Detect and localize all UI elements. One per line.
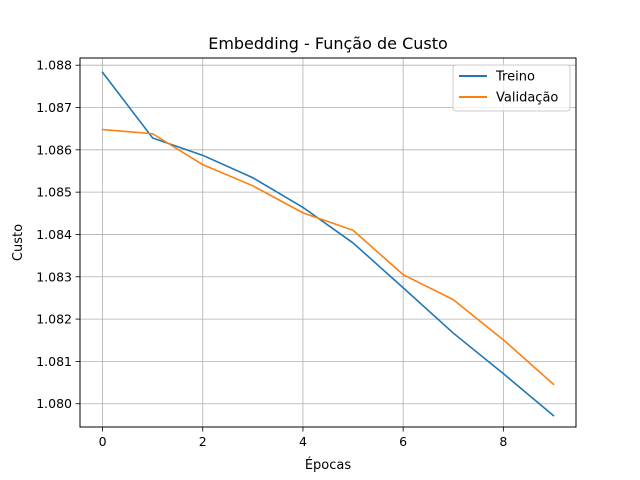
- y-tick-label: 1.084: [36, 227, 72, 242]
- x-tick-label: 6: [399, 434, 407, 449]
- axis-ticks: 0 2 4 6 8 1.080 1.081 1.082 1.083 1.084 1.085 1.086…: [36, 58, 507, 449]
- y-tick-label: 1.080: [36, 396, 72, 411]
- y-tick-label: 1.085: [36, 185, 72, 200]
- x-tick-label: 8: [499, 434, 507, 449]
- plot-frame: [79, 57, 577, 428]
- grid: [80, 58, 576, 427]
- y-tick-label: 1.083: [36, 269, 72, 284]
- series-lines: [101, 71, 555, 417]
- x-axis-label: Épocas: [305, 457, 352, 473]
- y-axis-label: Custo: [11, 224, 26, 261]
- y-tick-label: 1.082: [36, 312, 72, 327]
- x-tick-label: 0: [99, 434, 107, 449]
- chart-title: Embedding - Função de Custo: [208, 34, 448, 53]
- y-tick-label: 1.086: [36, 142, 72, 157]
- series-line-validacao: [101, 128, 555, 386]
- legend-label-treino: Treino: [495, 70, 535, 85]
- y-tick-label: 1.081: [36, 354, 72, 369]
- legend-label-validacao: Validação: [496, 91, 558, 106]
- x-tick-label: 4: [299, 434, 307, 449]
- x-tick-label: 2: [199, 434, 207, 449]
- y-tick-label: 1.087: [36, 100, 72, 115]
- y-tick-label: 1.088: [36, 58, 72, 73]
- series-line-treino: [101, 71, 555, 417]
- legend: Treino Validação: [452, 64, 571, 112]
